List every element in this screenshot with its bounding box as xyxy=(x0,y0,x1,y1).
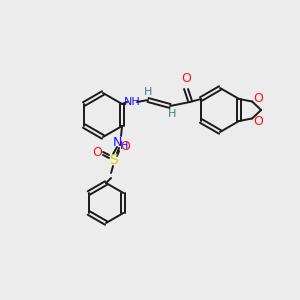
Text: S: S xyxy=(109,153,117,167)
Text: H: H xyxy=(168,109,176,119)
Text: O: O xyxy=(181,73,191,85)
Text: O: O xyxy=(253,115,263,128)
Text: O: O xyxy=(253,92,263,105)
Text: H: H xyxy=(144,87,152,97)
Text: H: H xyxy=(120,141,128,151)
Text: O: O xyxy=(120,140,130,154)
Text: NH: NH xyxy=(124,97,140,107)
Text: N: N xyxy=(112,136,122,148)
Text: O: O xyxy=(92,146,102,160)
